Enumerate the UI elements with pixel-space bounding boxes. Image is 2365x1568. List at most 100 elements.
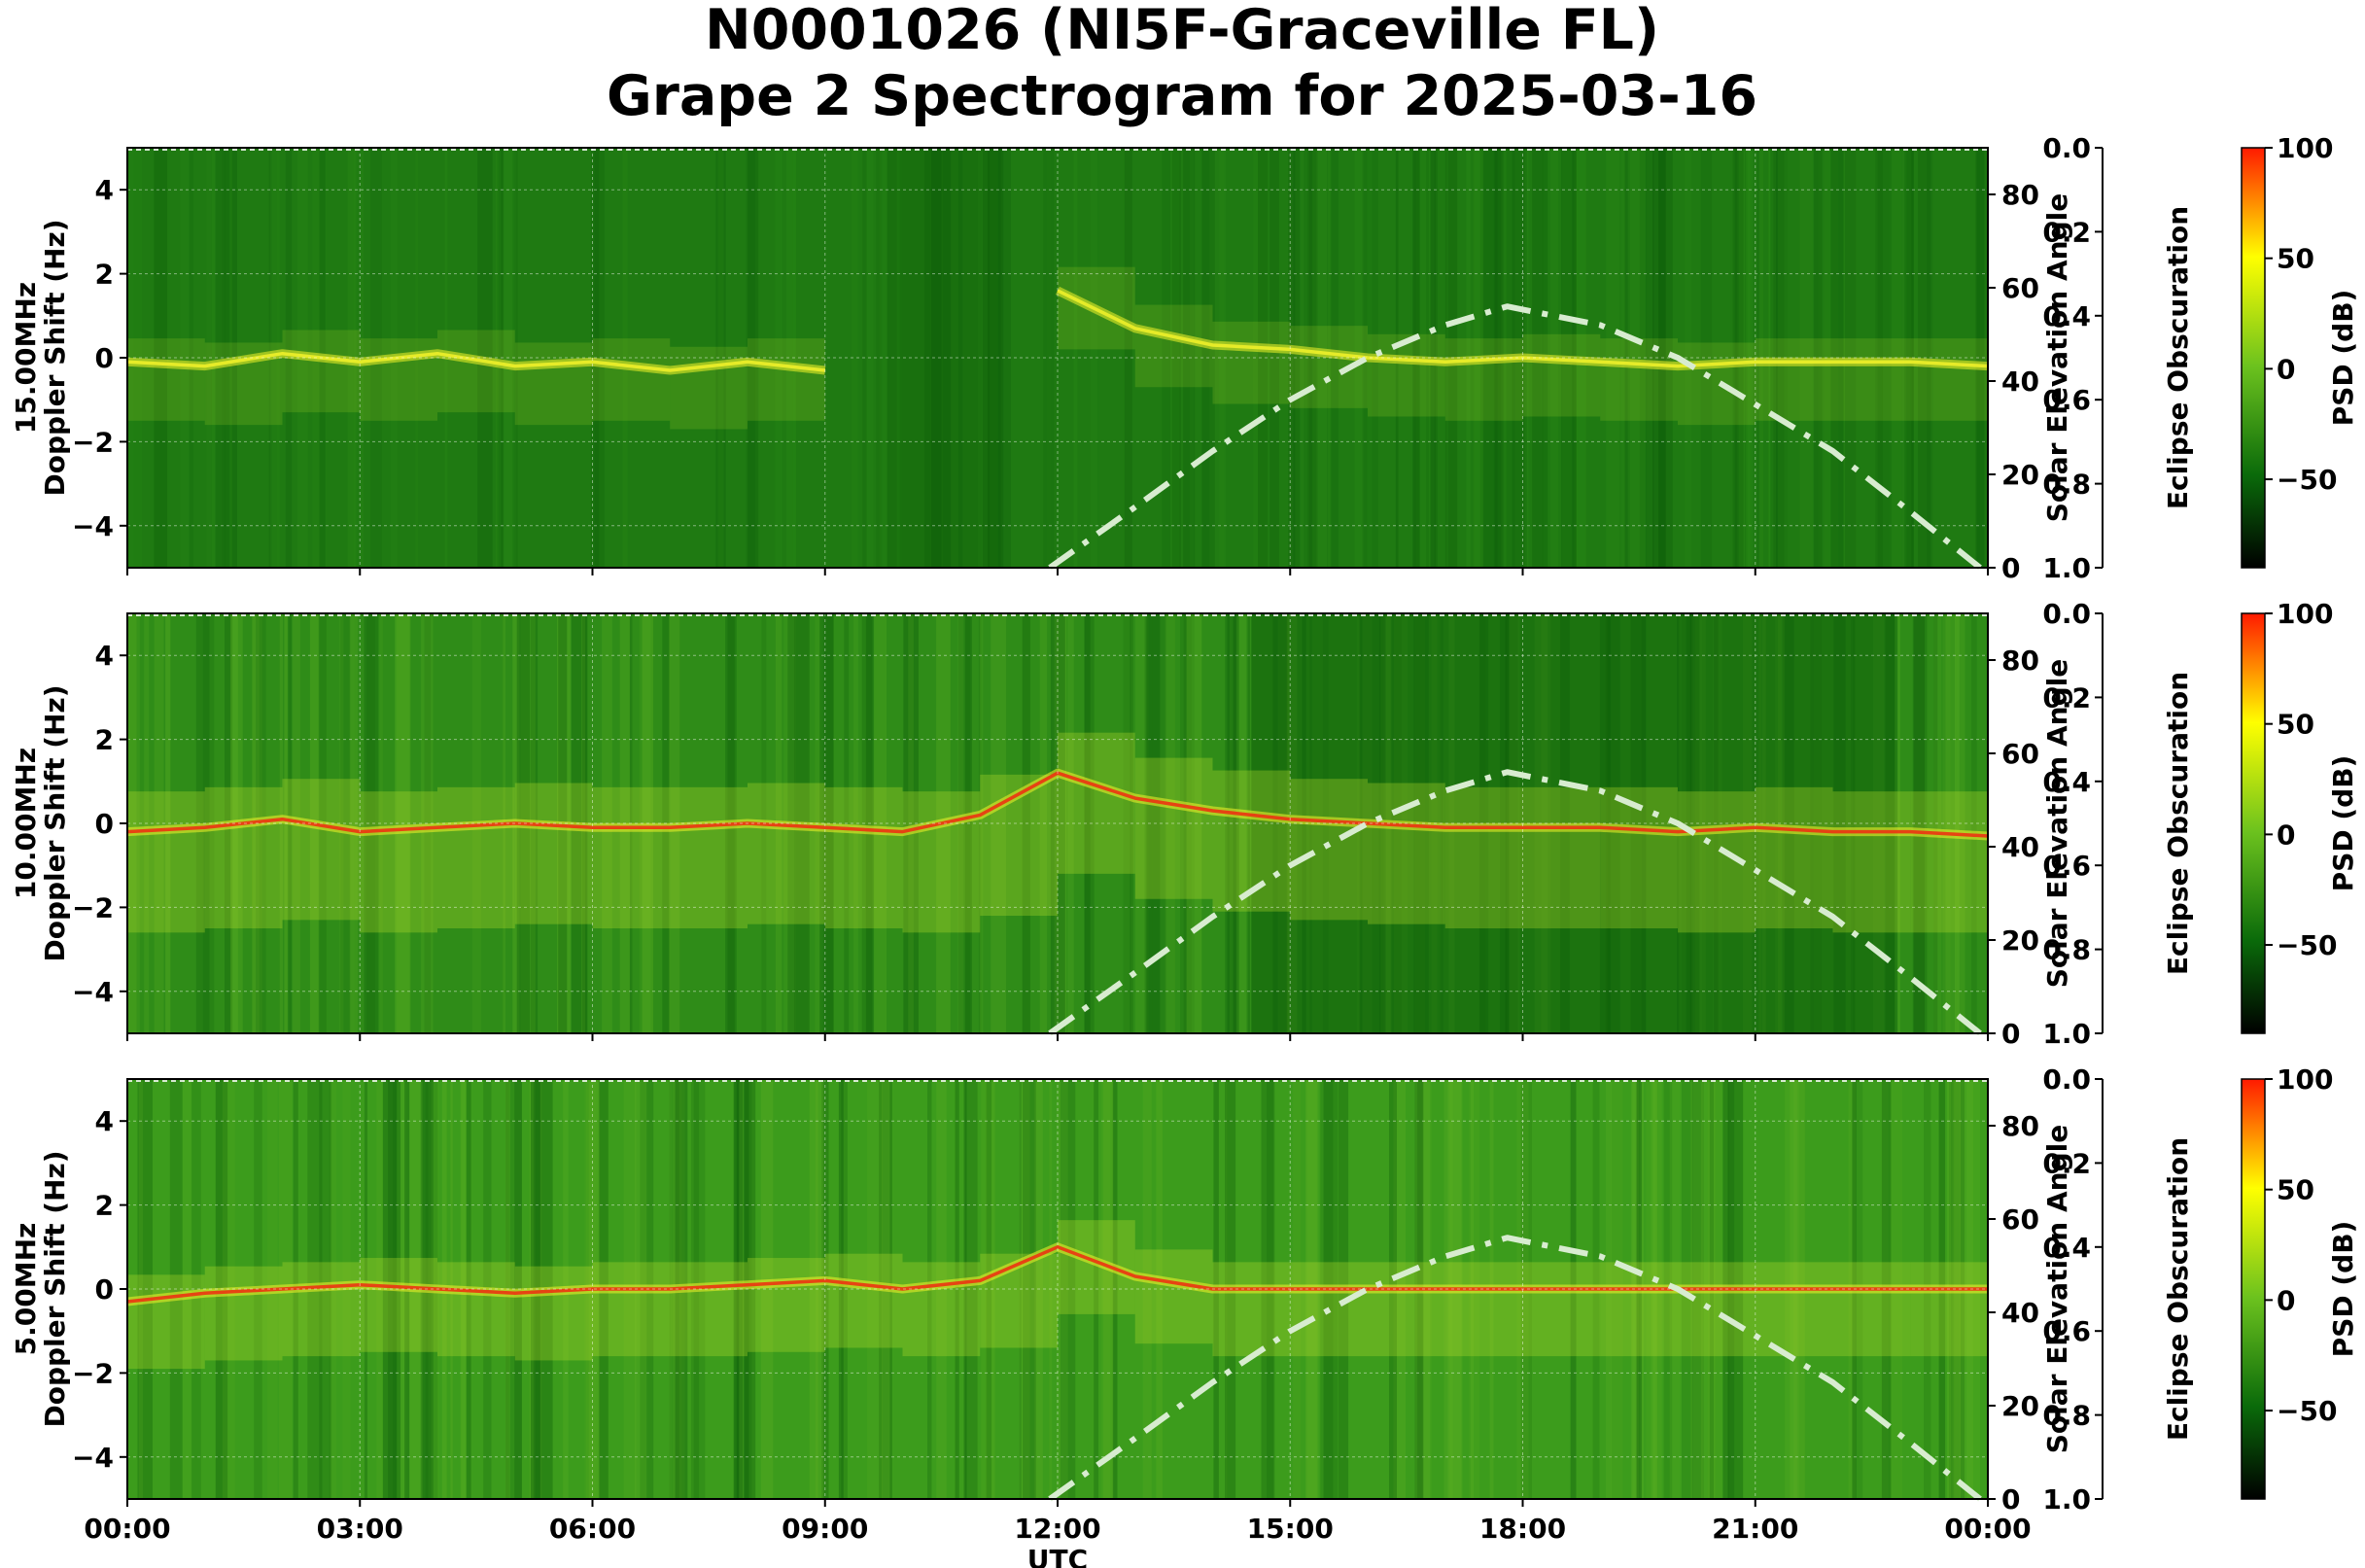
texture-column — [931, 148, 942, 568]
texture-column — [1933, 613, 1938, 1033]
y-tick-label: 4 — [95, 1105, 114, 1137]
right-tick-label: 40 — [2001, 1297, 2039, 1329]
texture-column — [180, 148, 193, 568]
texture-column — [1180, 613, 1192, 1033]
spread-segment — [902, 1262, 981, 1357]
spread-segment — [437, 786, 515, 928]
texture-column — [1073, 148, 1078, 568]
eclipse-tick-label: 0.8 — [2042, 469, 2091, 501]
texture-column — [1050, 613, 1065, 1033]
texture-column — [622, 148, 628, 568]
texture-column — [395, 613, 410, 1033]
texture-column — [496, 148, 502, 568]
x-tick-label: 15:00 — [1247, 1513, 1334, 1545]
texture-column — [955, 1079, 959, 1499]
texture-column — [982, 148, 989, 568]
texture-column — [997, 148, 1011, 568]
texture-column — [986, 1079, 992, 1499]
y-axis-label: Doppler Shift (Hz) — [39, 1150, 71, 1427]
spread-segment — [1600, 1262, 1678, 1357]
texture-column — [1913, 613, 1925, 1033]
texture-column — [1971, 613, 1977, 1033]
texture-column — [137, 1079, 153, 1499]
right-tick-label: 80 — [2001, 645, 2039, 677]
texture-column — [958, 613, 971, 1033]
right-tick-label: 0 — [2001, 1018, 2020, 1050]
figure-title-line1: N0001026 (NI5F-Graceville FL) — [705, 0, 1659, 62]
texture-column — [1054, 613, 1067, 1033]
texture-column — [127, 613, 137, 1033]
texture-column — [876, 148, 890, 568]
right-tick-label: 20 — [2001, 1390, 2039, 1422]
texture-column — [1056, 1079, 1068, 1499]
spread-segment — [824, 1253, 903, 1348]
texture-column — [211, 148, 223, 568]
texture-column — [1620, 148, 1625, 568]
texture-column — [964, 1079, 978, 1499]
spread-segment — [514, 783, 593, 924]
eclipse-axis-label: Eclipse Obscuration — [2162, 672, 2194, 975]
figure-title-line2: Grape 2 Spectrogram for 2025-03-16 — [607, 64, 1757, 128]
y-tick-label: −2 — [72, 426, 114, 458]
texture-column — [1156, 1079, 1163, 1499]
eclipse-axis-label: Eclipse Obscuration — [2162, 206, 2194, 509]
y-tick-label: −4 — [72, 976, 114, 1008]
texture-column — [1043, 148, 1058, 568]
texture-column — [1734, 148, 1739, 568]
eclipse-tick-label: 0.8 — [2042, 1400, 2091, 1432]
texture-column — [1288, 148, 1301, 568]
texture-column — [841, 1079, 848, 1499]
right-tick-label: 20 — [2001, 459, 2039, 491]
spread-segment — [1290, 779, 1368, 921]
y-tick-label: 2 — [95, 259, 114, 291]
doppler-spread-halo — [127, 1220, 1988, 1370]
spread-segment — [1678, 1262, 1756, 1357]
right-tick-label: 0 — [2001, 552, 2020, 584]
spread-segment — [1910, 338, 1988, 421]
spread-segment — [1058, 1220, 1135, 1314]
spread-segment — [1522, 333, 1601, 417]
texture-column — [982, 148, 991, 568]
texture-column — [852, 148, 858, 568]
colorbar-tick-label: 50 — [2277, 1174, 2314, 1206]
texture-column — [169, 1079, 183, 1499]
texture-column — [880, 148, 890, 568]
eclipse-axis-label: Eclipse Obscuration — [2162, 1137, 2194, 1441]
texture-column — [504, 148, 517, 568]
eclipse-tick-label: 0.4 — [2042, 766, 2091, 798]
spread-segment — [592, 338, 671, 421]
texture-column — [1022, 613, 1030, 1033]
texture-column — [809, 1079, 818, 1499]
spread-segment — [1444, 338, 1523, 421]
texture-column — [963, 1079, 967, 1499]
band-label: 5.00MHz — [10, 1223, 42, 1356]
texture-column — [366, 613, 375, 1033]
spread-segment — [514, 1266, 593, 1361]
y-axis-label: Doppler Shift (Hz) — [39, 684, 71, 961]
spread-segment — [1755, 338, 1833, 421]
doppler-trace-line — [126, 771, 1989, 838]
texture-column — [874, 613, 887, 1033]
right-axis-label: Solar Elevation Angle — [2041, 1125, 2073, 1453]
texture-column — [191, 1079, 201, 1499]
right-axis-label: Solar Elevation Angle — [2041, 659, 2073, 988]
texture-column — [1171, 148, 1181, 568]
texture-column — [182, 1079, 192, 1499]
texture-column — [189, 148, 193, 568]
colorbar-tick-label: −50 — [2277, 464, 2337, 496]
spread-segment — [748, 338, 825, 421]
texture-column — [424, 613, 432, 1033]
texture-column — [1933, 613, 1942, 1033]
x-tick-label: 00:00 — [84, 1513, 170, 1545]
y-tick-label: 0 — [95, 1273, 114, 1306]
texture-column — [903, 613, 919, 1033]
texture-column — [1746, 148, 1757, 568]
texture-column — [1307, 148, 1317, 568]
spread-segment — [437, 330, 515, 413]
texture-column — [1146, 613, 1161, 1033]
right-tick-label: 60 — [2001, 738, 2039, 770]
texture-column — [908, 613, 914, 1033]
texture-column — [985, 1079, 995, 1499]
colorbar-tick-label: 100 — [2277, 132, 2333, 164]
